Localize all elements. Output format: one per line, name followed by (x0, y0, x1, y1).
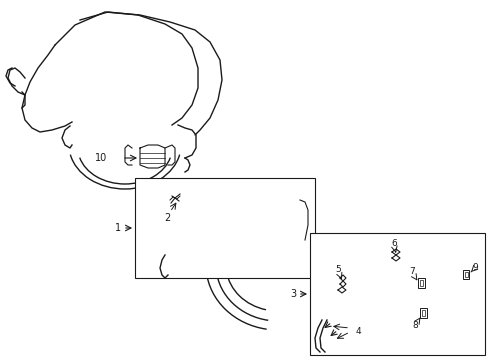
Text: 3: 3 (289, 289, 295, 299)
Bar (421, 310, 424, 316)
Text: 4: 4 (354, 328, 360, 337)
Bar (419, 308, 426, 318)
Text: 9: 9 (471, 264, 477, 273)
Text: 10: 10 (95, 153, 107, 163)
Bar (135, 178, 314, 278)
Text: 6: 6 (390, 239, 396, 248)
Bar (462, 270, 468, 279)
Text: 1: 1 (115, 223, 121, 233)
Bar (417, 278, 424, 288)
Text: 7: 7 (408, 267, 414, 276)
Text: 8: 8 (411, 320, 417, 329)
Bar (309, 233, 484, 355)
Bar (464, 272, 467, 277)
Text: 2: 2 (163, 213, 170, 223)
Bar (419, 280, 422, 286)
Text: 5: 5 (334, 266, 340, 274)
